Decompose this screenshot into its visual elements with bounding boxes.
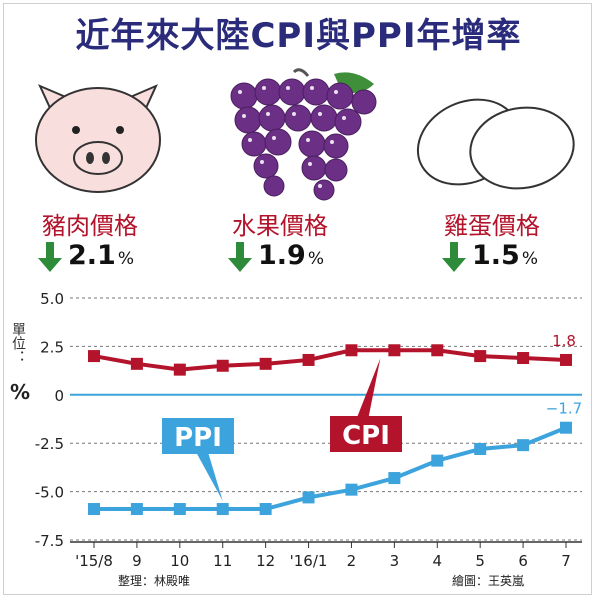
cpi-point bbox=[388, 344, 401, 357]
x-tick-label: '15/8 bbox=[75, 552, 113, 570]
down-arrow-icon bbox=[38, 242, 62, 272]
item-value: 2.1 bbox=[68, 240, 116, 271]
item-value: 1.5 bbox=[472, 240, 520, 271]
item-unit: % bbox=[117, 249, 134, 269]
cpi-point bbox=[345, 344, 358, 357]
x-tick-label: 9 bbox=[132, 552, 142, 570]
y-tick-label: -7.5 bbox=[35, 532, 64, 550]
y-tick-label: -2.5 bbox=[35, 435, 64, 453]
y-tick-label: 2.5 bbox=[40, 338, 64, 356]
ppi-callout-box bbox=[162, 418, 234, 454]
ppi-point bbox=[474, 443, 487, 456]
x-tick-label: 4 bbox=[432, 552, 442, 570]
unit-symbol: % bbox=[10, 380, 31, 404]
cpi-point bbox=[173, 363, 186, 376]
down-arrow-icon bbox=[228, 242, 252, 272]
cpi-callout-box bbox=[330, 416, 402, 452]
x-tick-label: 5 bbox=[475, 552, 485, 570]
chart-title: 近年來大陸CPI與PPI年增率 bbox=[75, 16, 522, 56]
x-tick-label: 10 bbox=[170, 552, 189, 570]
cpi-point bbox=[560, 353, 572, 366]
cpi-point bbox=[130, 357, 143, 370]
cpi-point bbox=[259, 357, 272, 370]
y-tick-label: -5.0 bbox=[35, 484, 64, 502]
ppi-point bbox=[88, 503, 100, 516]
ppi-point bbox=[388, 472, 401, 485]
cpi-end-label: 1.8 bbox=[552, 332, 576, 350]
pig-icon bbox=[35, 84, 161, 193]
item-value: 1.9 bbox=[258, 240, 306, 271]
x-tick-label: 7 bbox=[561, 552, 571, 570]
item-change-pork: 2.1% bbox=[68, 240, 134, 271]
cpi-point bbox=[431, 344, 444, 357]
cpi-callout-label: CPI bbox=[342, 421, 390, 451]
infographic-frame bbox=[3, 3, 592, 595]
item-unit: % bbox=[521, 249, 538, 269]
item-change-fruit: 1.9% bbox=[258, 240, 324, 271]
ppi-point bbox=[130, 503, 143, 516]
ppi-callout-pointer bbox=[196, 452, 223, 502]
grapes-icon bbox=[230, 68, 377, 201]
down-arrow-icon bbox=[442, 242, 466, 272]
ppi-callout-label: PPI bbox=[174, 423, 222, 453]
x-tick-label: 12 bbox=[256, 552, 275, 570]
cpi-point bbox=[302, 353, 315, 366]
unit-label: 單位： bbox=[10, 322, 26, 364]
item-label-eggs: 雞蛋價格 bbox=[444, 212, 540, 240]
cpi-point bbox=[216, 359, 229, 372]
ppi-point bbox=[517, 439, 530, 452]
ppi-point bbox=[173, 503, 186, 516]
cpi-callout-pointer bbox=[356, 358, 381, 420]
x-tick-label: 6 bbox=[518, 552, 528, 570]
ppi-line bbox=[94, 425, 567, 512]
cpi-point bbox=[517, 352, 530, 365]
ppi-end-label: −1.7 bbox=[546, 400, 582, 418]
x-tick-label: 11 bbox=[213, 552, 232, 570]
item-label-fruit: 水果價格 bbox=[232, 212, 328, 240]
ppi-point bbox=[302, 491, 315, 504]
cpi-point bbox=[88, 350, 100, 363]
x-tick-label: 3 bbox=[390, 552, 400, 570]
item-label-pork: 豬肉價格 bbox=[42, 212, 138, 240]
credit-compiler: 整理：林殿唯 bbox=[118, 574, 191, 588]
ppi-point bbox=[560, 421, 572, 434]
eggs-icon bbox=[416, 98, 575, 190]
cpi-point bbox=[474, 350, 487, 363]
ppi-point bbox=[216, 503, 229, 516]
cpi-line bbox=[93, 348, 567, 372]
y-tick-label: 0 bbox=[54, 387, 64, 405]
ppi-point bbox=[345, 483, 358, 496]
x-tick-label: '16/1 bbox=[290, 552, 328, 570]
ppi-point bbox=[259, 503, 272, 516]
ppi-point bbox=[431, 454, 444, 467]
credit-illustrator: 繪圖：王英嵐 bbox=[452, 574, 525, 588]
item-change-eggs: 1.5% bbox=[472, 240, 538, 271]
x-tick-label: 2 bbox=[347, 552, 357, 570]
y-tick-label: 5.0 bbox=[40, 290, 64, 308]
item-unit: % bbox=[307, 249, 324, 269]
